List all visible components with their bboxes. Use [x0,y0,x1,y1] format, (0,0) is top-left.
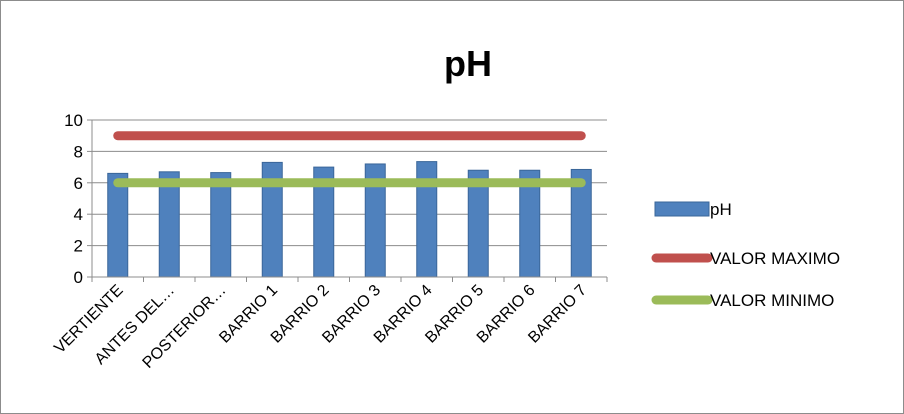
legend: pH VALOR MAXIMO VALOR MINIMO [651,200,840,310]
threshold-lines [113,131,586,188]
y-tick-label-4: 4 [74,205,83,224]
chart-title: pH [444,43,492,84]
legend-valor-minimo-label: VALOR MINIMO [710,291,834,310]
ph-bar-1 [107,172,129,278]
y-tick-label-0: 0 [74,268,83,287]
y-tick-label-8: 8 [74,142,83,161]
ph-bars [107,161,592,278]
legend-valor-maximo-label: VALOR MAXIMO [710,249,840,268]
axes [91,120,608,282]
ph-bar-3 [210,172,232,278]
y-tick-label-6: 6 [74,174,83,193]
y-axis-tick-labels: 0 2 4 6 8 10 [64,111,83,287]
legend-ph-label: pH [710,200,732,219]
y-tick-label-2: 2 [74,237,83,256]
ph-bar-2 [158,171,180,278]
legend-ph-swatch [654,201,710,217]
y-tick-label-10: 10 [64,111,83,130]
